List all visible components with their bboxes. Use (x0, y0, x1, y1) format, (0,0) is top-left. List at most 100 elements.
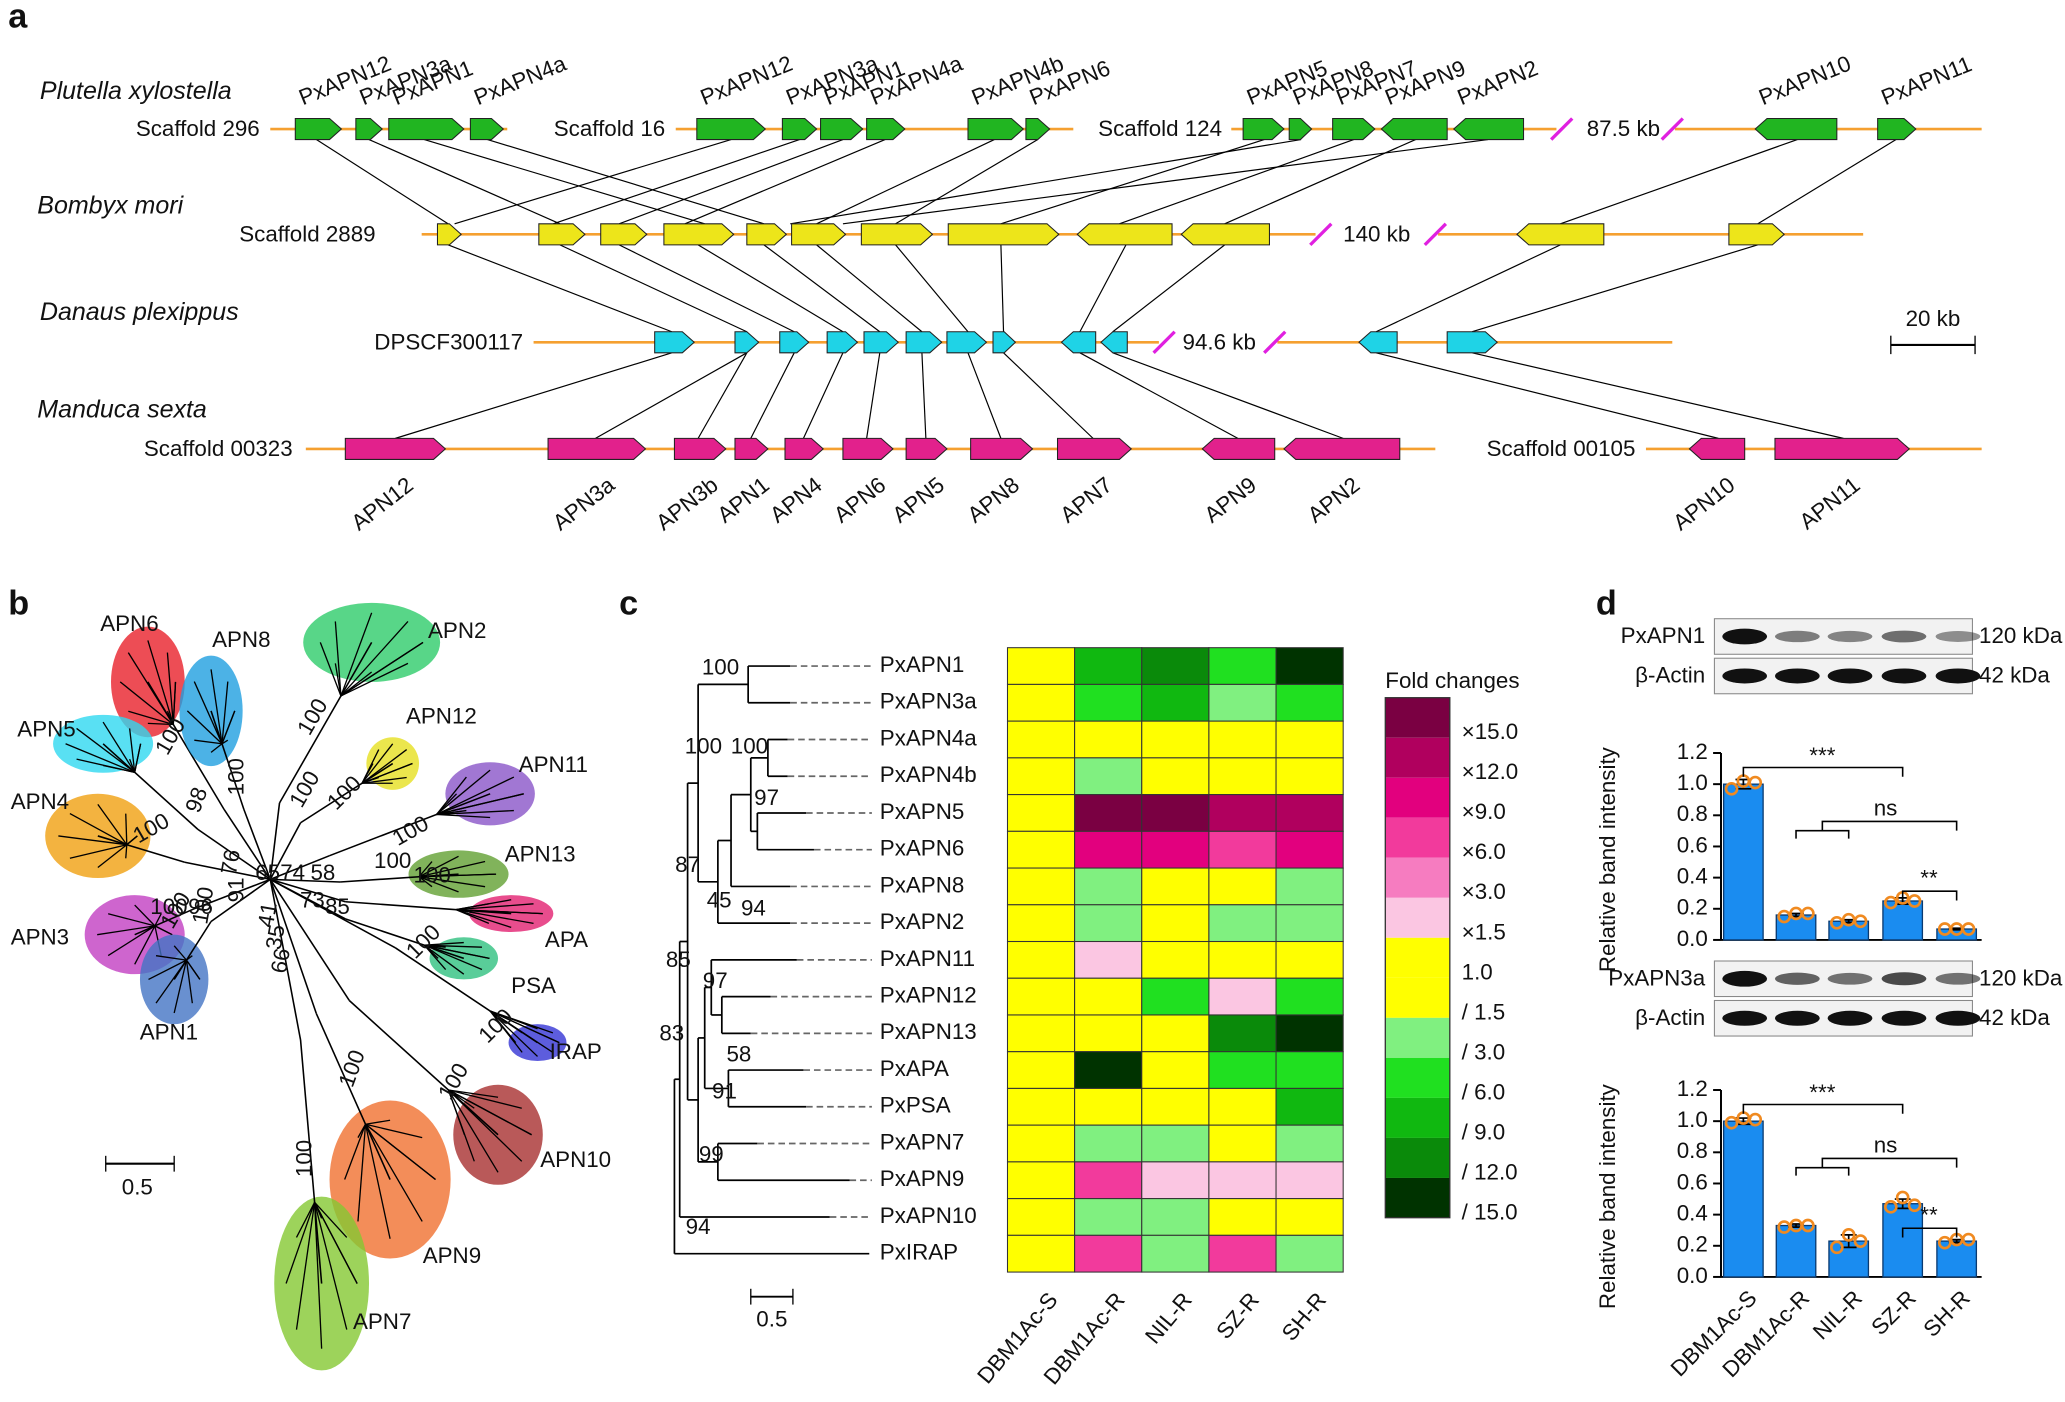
line (125, 813, 128, 845)
sig-bracket (1795, 1157, 1958, 1176)
gene-label: PxAPN10 (1755, 51, 1854, 110)
heatmap-cell (1141, 940, 1210, 979)
line (107, 913, 156, 927)
legend-swatch (1385, 1017, 1450, 1058)
heatmap-cell (1275, 1198, 1344, 1236)
legend-swatch (1385, 777, 1450, 818)
clade-label: IRAP (550, 1039, 602, 1064)
sig-bracket (1742, 766, 1904, 777)
line (97, 835, 185, 864)
line (186, 955, 193, 961)
sig-bracket (1742, 1103, 1904, 1114)
line (102, 721, 136, 773)
heatmap-cell (1275, 1014, 1344, 1053)
scaffold-label: Scaffold 296 (136, 116, 260, 141)
clade-label: APN3 (11, 925, 69, 950)
gene-arrow (860, 223, 934, 246)
line (364, 1123, 423, 1222)
line (455, 903, 534, 911)
heatmap-cell (1208, 794, 1277, 832)
legend-label: ×15.0 (1462, 719, 1519, 744)
data-point (1961, 1232, 1976, 1247)
clade-label: APN8 (212, 627, 270, 652)
blot-band (1774, 972, 1820, 985)
gene-arrow (820, 117, 864, 141)
heatmap-cell (1141, 1198, 1210, 1236)
heatmap-cell (1074, 1124, 1143, 1163)
gene-arrow (1446, 331, 1498, 354)
line (802, 352, 844, 439)
data-point (1724, 781, 1739, 796)
gene-arrow (1288, 117, 1313, 141)
gene-label: APN4 (765, 472, 826, 528)
line (895, 139, 1039, 225)
gene-arrow (905, 331, 943, 354)
gene-arrow (663, 223, 735, 246)
line (221, 739, 229, 745)
line (285, 1202, 316, 1284)
bootstrap: 100 (414, 863, 451, 888)
row-label: PxAPN12 (880, 983, 977, 1008)
y-tick-label: 0.8 (1677, 801, 1708, 826)
scale-label: 20 kb (1906, 306, 1961, 331)
bootstrap: 97 (754, 785, 779, 810)
heatmap-cell (1006, 683, 1076, 722)
sig-label: ns (1874, 796, 1898, 821)
data-point (1853, 1234, 1868, 1248)
y-tick-label: 1.0 (1677, 1107, 1708, 1132)
line (361, 743, 394, 784)
heatmap-cell (1275, 1124, 1344, 1163)
gap-label: 140 kb (1343, 222, 1410, 247)
gene-label: PxAPN4a (470, 50, 570, 110)
line (1000, 244, 1005, 332)
blot-band (1827, 972, 1873, 985)
line (173, 959, 188, 1014)
data-point (1724, 1115, 1739, 1130)
blot-band (1935, 972, 1981, 985)
gene-arrow (946, 331, 988, 354)
gene-arrow (1728, 223, 1785, 246)
line (1757, 139, 1897, 225)
gene-arrow (1056, 437, 1133, 460)
line (295, 1202, 316, 1330)
bootstrap: 85 (666, 947, 691, 972)
legend-label: ×9.0 (1462, 799, 1506, 824)
data-point (1801, 1218, 1815, 1233)
legend-label: ×1.5 (1462, 919, 1506, 944)
row-label: PxAPN13 (880, 1019, 977, 1044)
heatmap-cell (1074, 683, 1143, 722)
line (243, 809, 272, 880)
line (448, 1089, 499, 1098)
line (618, 244, 795, 333)
heatmap-cell (1141, 1161, 1210, 1200)
legend-frame (1384, 697, 1451, 1219)
blot-band (1774, 630, 1820, 643)
line (967, 352, 1002, 439)
line (1309, 222, 1333, 247)
heatmap-cell (1208, 1087, 1277, 1126)
bootstrap: 87 (675, 852, 700, 877)
blot-band (1881, 972, 1927, 986)
line (1112, 244, 1226, 333)
line (684, 138, 886, 225)
gene-arrow (970, 437, 1034, 460)
line (418, 876, 459, 893)
bootstrap: 97 (703, 968, 728, 993)
line (489, 1010, 538, 1057)
scaffold-label: Scaffold 16 (554, 116, 665, 141)
legend-swatch (1385, 937, 1450, 978)
line (223, 809, 271, 880)
line (447, 1089, 466, 1135)
panel-label: d (1596, 585, 1617, 623)
gene-label: APN11 (1795, 472, 1865, 534)
gene-arrow (673, 437, 727, 460)
sig-bracket (1901, 890, 1958, 901)
bootstrap: 85 (325, 894, 350, 919)
heatmap-cell (1006, 720, 1076, 759)
gene-label: APN2 (1303, 472, 1364, 528)
line (1375, 244, 1561, 333)
line (447, 1089, 523, 1162)
heatmap-cell (1275, 1051, 1344, 1089)
line (455, 908, 543, 915)
legend-label: ×3.0 (1462, 879, 1506, 904)
